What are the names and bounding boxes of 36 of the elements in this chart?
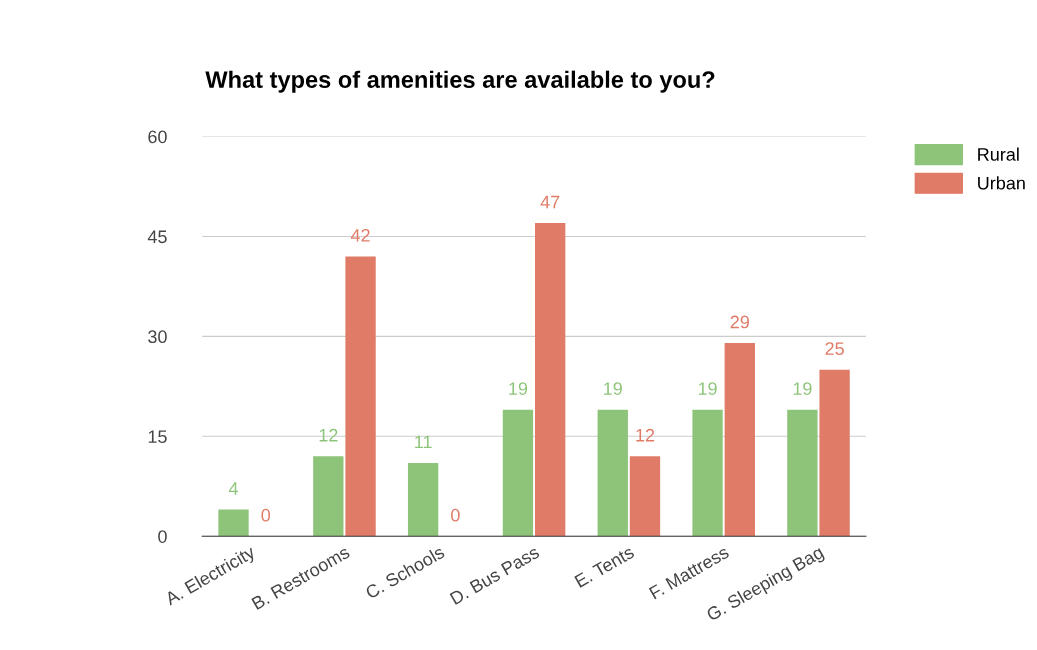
data-label: 19	[793, 382, 812, 395]
data-label: 42	[350, 228, 370, 242]
bar	[692, 409, 723, 537]
bar	[218, 509, 249, 537]
bar	[724, 343, 755, 537]
data-label: 12	[319, 428, 338, 442]
legend-label: Rural	[978, 147, 1019, 161]
data-label: 29	[730, 315, 749, 329]
data-label: 25	[825, 342, 844, 356]
bar	[345, 256, 376, 537]
bar	[787, 409, 818, 537]
data-label: 11	[415, 435, 432, 449]
data-label: 19	[698, 382, 717, 395]
y-tick-label: 45	[147, 230, 167, 244]
data-label: 4	[228, 482, 238, 495]
bar	[502, 409, 534, 537]
bar	[407, 462, 439, 537]
y-tick-label: 60	[148, 130, 167, 144]
x-tick-label: D. Bus Pass	[449, 545, 541, 605]
data-label: 47	[540, 195, 560, 209]
bar	[535, 223, 566, 537]
y-tick-label: 30	[148, 330, 167, 344]
data-label: 12	[636, 428, 655, 442]
data-label: 19	[604, 382, 622, 395]
data-label: 0	[261, 508, 271, 522]
legend-label: Urban	[978, 176, 1025, 190]
y-tick-label: 15	[148, 430, 167, 444]
bar	[629, 456, 661, 537]
bar	[597, 409, 628, 537]
y-tick-label: 0	[158, 530, 167, 543]
bar	[313, 456, 344, 537]
x-tick-label: E. Tents	[574, 545, 635, 588]
data-label: 0	[451, 508, 460, 522]
data-label: 19	[509, 382, 528, 395]
bar	[819, 369, 850, 537]
chart-title: What types of amenities are available to you?	[205, 70, 715, 93]
